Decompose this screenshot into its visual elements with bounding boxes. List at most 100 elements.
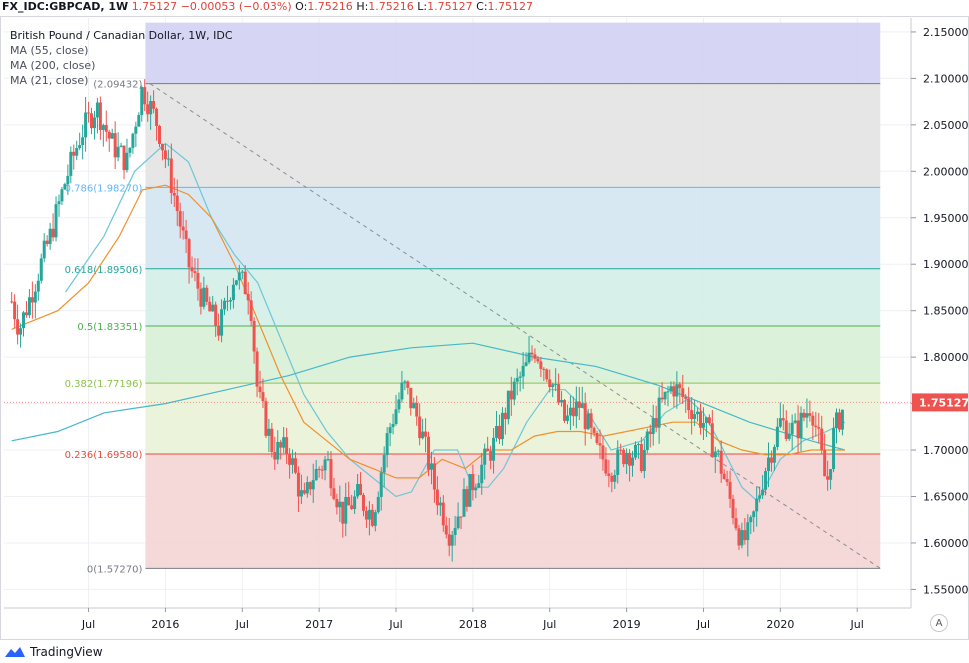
candle-body — [252, 320, 256, 352]
candle-body — [808, 413, 812, 416]
candle-body — [409, 387, 413, 409]
candle-body — [249, 300, 253, 321]
candle-body — [465, 489, 469, 507]
candle-body — [690, 410, 694, 420]
candle-body — [663, 391, 667, 400]
candle-body — [622, 449, 626, 465]
candle-body — [758, 495, 762, 499]
candle-body — [775, 426, 779, 448]
candle-body — [435, 489, 439, 506]
price-axis-label: 2.05000 — [923, 119, 969, 132]
candle-body — [474, 487, 478, 491]
candle-body — [367, 509, 371, 520]
fib-trend-line — [149, 83, 881, 569]
candle-body — [696, 411, 700, 415]
candle-body — [98, 102, 102, 131]
footer-brand[interactable]: TradingView — [4, 645, 103, 659]
candle-body — [344, 497, 348, 524]
candle-body — [592, 427, 596, 434]
candle-body — [291, 458, 295, 465]
candle-body — [258, 386, 262, 393]
candle-body — [361, 495, 365, 511]
candle-body — [642, 449, 646, 472]
candle-body — [509, 390, 513, 400]
candle-body — [749, 517, 753, 523]
auto-scale-button[interactable]: A — [930, 614, 948, 632]
candle-body — [181, 226, 185, 231]
legend-ma200[interactable]: MA (200, close) — [10, 59, 96, 72]
candle-body — [778, 418, 782, 427]
candle-body — [90, 113, 94, 129]
candle-body — [563, 400, 567, 421]
candle-body — [447, 534, 451, 546]
time-axis-label: Jul — [81, 618, 95, 631]
candle-body — [580, 403, 584, 408]
last-price-badge-text: 1.75127 — [919, 396, 969, 409]
candle-body — [645, 431, 649, 450]
candle-body — [787, 434, 791, 439]
candle-body — [719, 450, 723, 474]
open-value: 1.75216 — [307, 0, 353, 13]
candle-body — [654, 418, 658, 428]
price-axis-label: 1.60000 — [923, 537, 969, 550]
candle-body — [598, 443, 602, 446]
candle-body — [704, 417, 708, 424]
candle-body — [424, 431, 428, 437]
candle-body — [524, 362, 528, 366]
candle-body — [802, 412, 806, 418]
candle-body — [837, 412, 841, 430]
candle-body — [187, 239, 191, 268]
candle-body — [444, 525, 448, 535]
candle-body — [672, 386, 676, 397]
candle-body — [36, 280, 40, 292]
symbol-label[interactable]: FX_IDC:GBPCAD, 1W — [2, 0, 129, 13]
fib-level-label: (2.09432) — [93, 80, 142, 91]
candle-body — [728, 481, 732, 499]
fib-zone — [145, 22, 881, 84]
candle-body — [772, 447, 776, 463]
candle-body — [477, 483, 481, 488]
candle-body — [497, 425, 501, 440]
candle-body — [743, 530, 747, 541]
candle-body — [545, 369, 549, 380]
candle-body — [586, 413, 590, 430]
candle-body — [462, 489, 466, 517]
price-axis-label: 1.95000 — [923, 212, 969, 225]
candle-body — [548, 379, 552, 388]
candle-body — [30, 297, 34, 303]
candle-body — [734, 518, 738, 529]
chart-legend: British Pound / Canadian Dollar, 1W, IDC… — [10, 28, 233, 88]
candle-body — [799, 412, 803, 439]
candle-body — [66, 175, 70, 185]
candle-body — [471, 474, 475, 491]
legend-ma55[interactable]: MA (55, close) — [10, 44, 89, 57]
candle-body — [388, 427, 392, 434]
candle-body — [820, 428, 824, 451]
candle-body — [308, 482, 312, 490]
time-axis-label: 2019 — [613, 618, 641, 631]
candle-body — [364, 510, 368, 520]
candle-body — [264, 401, 268, 436]
candle-body — [78, 145, 82, 149]
candle-body — [607, 473, 611, 476]
candle-body — [163, 150, 167, 160]
legend-ma21[interactable]: MA (21, close) — [10, 74, 89, 87]
candle-body — [237, 272, 241, 281]
candle-body — [172, 192, 176, 196]
candle-body — [515, 377, 519, 382]
time-axis-label: 2016 — [151, 618, 179, 631]
candle-body — [119, 145, 123, 147]
time-axis-label: 2018 — [459, 618, 487, 631]
candle-body — [149, 101, 153, 115]
candle-body — [495, 425, 499, 438]
candle-body — [400, 382, 404, 400]
candle-body — [341, 501, 345, 524]
candle-body — [190, 267, 194, 272]
candle-body — [48, 228, 52, 244]
candle-body — [220, 309, 224, 336]
fib-zone — [145, 187, 881, 269]
time-axis-label: 2017 — [305, 618, 333, 631]
candle-body — [246, 294, 250, 301]
candle-body — [716, 450, 720, 452]
